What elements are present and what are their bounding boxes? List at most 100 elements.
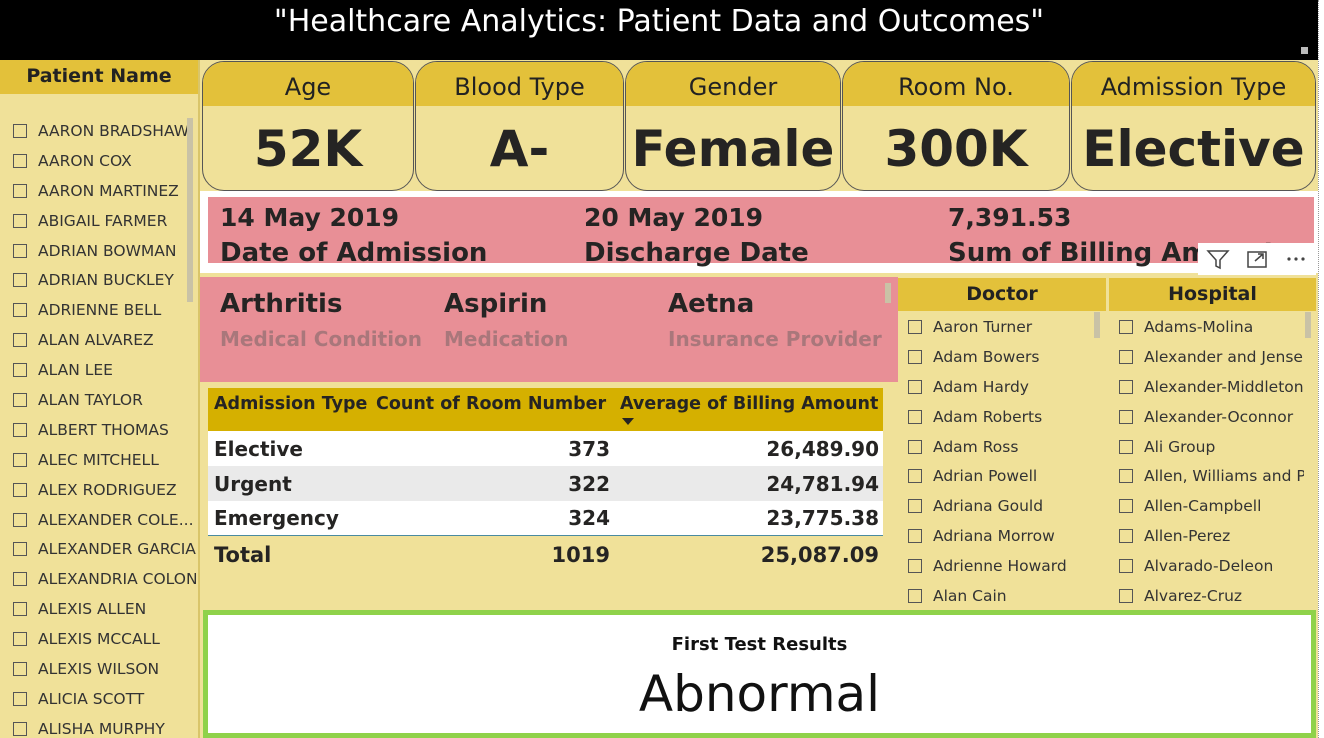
checkbox[interactable] [13, 333, 27, 348]
hospital-item[interactable]: Allen-Perez [1119, 521, 1304, 551]
patient-item[interactable]: AARON BRADSHAW [0, 116, 196, 146]
checkbox[interactable] [908, 559, 922, 574]
table-row[interactable]: Emergency 324 23,775.38 [208, 501, 883, 536]
doctor-item[interactable]: Adriana Gould [908, 491, 1094, 521]
checkbox[interactable] [1119, 409, 1133, 424]
checkbox[interactable] [1119, 349, 1133, 364]
patient-item[interactable]: ALEXANDER COLE... [0, 505, 196, 535]
checkbox[interactable] [13, 363, 27, 378]
hospital-item[interactable]: Adams-Molina [1119, 312, 1304, 342]
checkbox[interactable] [13, 572, 27, 587]
hospital-item[interactable]: Allen-Campbell [1119, 491, 1304, 521]
checkbox[interactable] [908, 349, 922, 364]
checkbox[interactable] [13, 691, 27, 706]
table-row[interactable]: Elective 373 26,489.90 [208, 431, 883, 466]
patient-item[interactable]: ALEC MITCHELL [0, 445, 196, 475]
patient-item[interactable]: ALISHA MURPHY [0, 714, 196, 738]
doctor-item[interactable]: Alan Cain [908, 581, 1094, 611]
hospital-item[interactable]: Alvarado-Deleon [1119, 551, 1304, 581]
column-header-admission-type[interactable]: Admission Type [214, 394, 368, 414]
checkbox[interactable] [908, 379, 922, 394]
doctor-item[interactable]: Adam Ross [908, 432, 1094, 462]
checkbox[interactable] [908, 469, 922, 484]
doctor-list[interactable]: Aaron Turner Adam Bowers Adam Hardy Adam… [908, 312, 1094, 611]
patient-item[interactable]: ALICIA SCOTT [0, 684, 196, 714]
doctor-item[interactable]: Adriana Morrow [908, 521, 1094, 551]
checkbox[interactable] [13, 153, 27, 168]
patient-item[interactable]: ABIGAIL FARMER [0, 206, 196, 236]
doctor-item[interactable]: Adrian Powell [908, 461, 1094, 491]
card-scrollbar[interactable] [885, 283, 891, 303]
patient-item[interactable]: ALEXIS WILSON [0, 654, 196, 684]
doctor-item[interactable]: Adrienne Howard [908, 551, 1094, 581]
column-header-avg-billing[interactable]: Average of Billing Amount [614, 388, 883, 431]
checkbox[interactable] [1119, 588, 1133, 603]
checkbox[interactable] [13, 632, 27, 647]
checkbox[interactable] [13, 482, 27, 497]
hospital-item[interactable]: Allen, Williams and P... [1119, 461, 1304, 491]
filter-icon[interactable] [1205, 248, 1230, 270]
hospital-list[interactable]: Adams-Molina Alexander and Jense... Alex… [1119, 312, 1304, 611]
hospital-scrollbar[interactable] [1305, 312, 1311, 338]
doctor-item[interactable]: Aaron Turner [908, 312, 1094, 342]
checkbox[interactable] [13, 123, 27, 138]
patient-item[interactable]: ALBERT THOMAS [0, 415, 196, 445]
hospital-item[interactable]: Alexander-Middleton [1119, 372, 1304, 402]
table-row[interactable]: Urgent 322 24,781.94 [208, 466, 883, 501]
doctor-item[interactable]: Adam Bowers [908, 342, 1094, 372]
patient-item[interactable]: AARON MARTINEZ [0, 176, 196, 206]
checkbox[interactable] [908, 588, 922, 603]
hospital-item[interactable]: Alexander-Oconnor [1119, 402, 1304, 432]
checkbox[interactable] [908, 319, 922, 334]
patient-item[interactable]: ALEXIS MCCALL [0, 624, 196, 654]
patient-scrollbar[interactable] [187, 118, 193, 302]
checkbox[interactable] [13, 213, 27, 228]
checkbox[interactable] [13, 422, 27, 437]
checkbox[interactable] [13, 392, 27, 407]
checkbox[interactable] [1119, 499, 1133, 514]
patient-item[interactable]: ALEX RODRIGUEZ [0, 475, 196, 505]
more-options-icon[interactable] [1284, 248, 1308, 270]
patient-item[interactable]: ADRIENNE BELL [0, 295, 196, 325]
checkbox[interactable] [13, 243, 27, 258]
checkbox[interactable] [1119, 439, 1133, 454]
patient-item[interactable]: ALEXIS ALLEN [0, 594, 196, 624]
checkbox[interactable] [1119, 529, 1133, 544]
checkbox[interactable] [1119, 559, 1133, 574]
checkbox[interactable] [1119, 469, 1133, 484]
patient-item[interactable]: ALAN ALVAREZ [0, 325, 196, 355]
hospital-item[interactable]: Ali Group [1119, 432, 1304, 462]
patient-item[interactable]: AARON COX [0, 146, 196, 176]
checkbox[interactable] [1119, 319, 1133, 334]
checkbox[interactable] [908, 499, 922, 514]
patient-item[interactable]: ADRIAN BUCKLEY [0, 265, 196, 295]
column-header-count-room[interactable]: Count of Room Number [376, 394, 607, 414]
patient-item[interactable]: ALAN LEE [0, 355, 196, 385]
sort-descending-icon[interactable] [622, 418, 634, 425]
resize-handle-icon[interactable] [1301, 47, 1308, 54]
focus-mode-icon[interactable] [1245, 248, 1269, 270]
doctor-item[interactable]: Adam Hardy [908, 372, 1094, 402]
patient-item[interactable]: ALAN TAYLOR [0, 385, 196, 415]
checkbox[interactable] [13, 183, 27, 198]
checkbox[interactable] [13, 452, 27, 467]
checkbox[interactable] [13, 602, 27, 617]
patient-list[interactable]: AARON BRADSHAW AARON COX AARON MARTINEZ … [0, 116, 196, 738]
checkbox[interactable] [13, 512, 27, 527]
checkbox[interactable] [908, 529, 922, 544]
patient-item[interactable]: ADRIAN BOWMAN [0, 236, 196, 266]
patient-item[interactable]: ALEXANDRIA COLON [0, 564, 196, 594]
checkbox[interactable] [13, 721, 27, 736]
doctor-scrollbar[interactable] [1094, 312, 1100, 338]
doctor-item[interactable]: Adam Roberts [908, 402, 1094, 432]
checkbox[interactable] [13, 303, 27, 318]
checkbox[interactable] [908, 439, 922, 454]
hospital-item[interactable]: Alvarez-Cruz [1119, 581, 1304, 611]
checkbox[interactable] [1119, 379, 1133, 394]
patient-item[interactable]: ALEXANDER GARCIA [0, 534, 196, 564]
hospital-item[interactable]: Alexander and Jense... [1119, 342, 1304, 372]
checkbox[interactable] [13, 273, 27, 288]
checkbox[interactable] [908, 409, 922, 424]
checkbox[interactable] [13, 661, 27, 676]
checkbox[interactable] [13, 542, 27, 557]
